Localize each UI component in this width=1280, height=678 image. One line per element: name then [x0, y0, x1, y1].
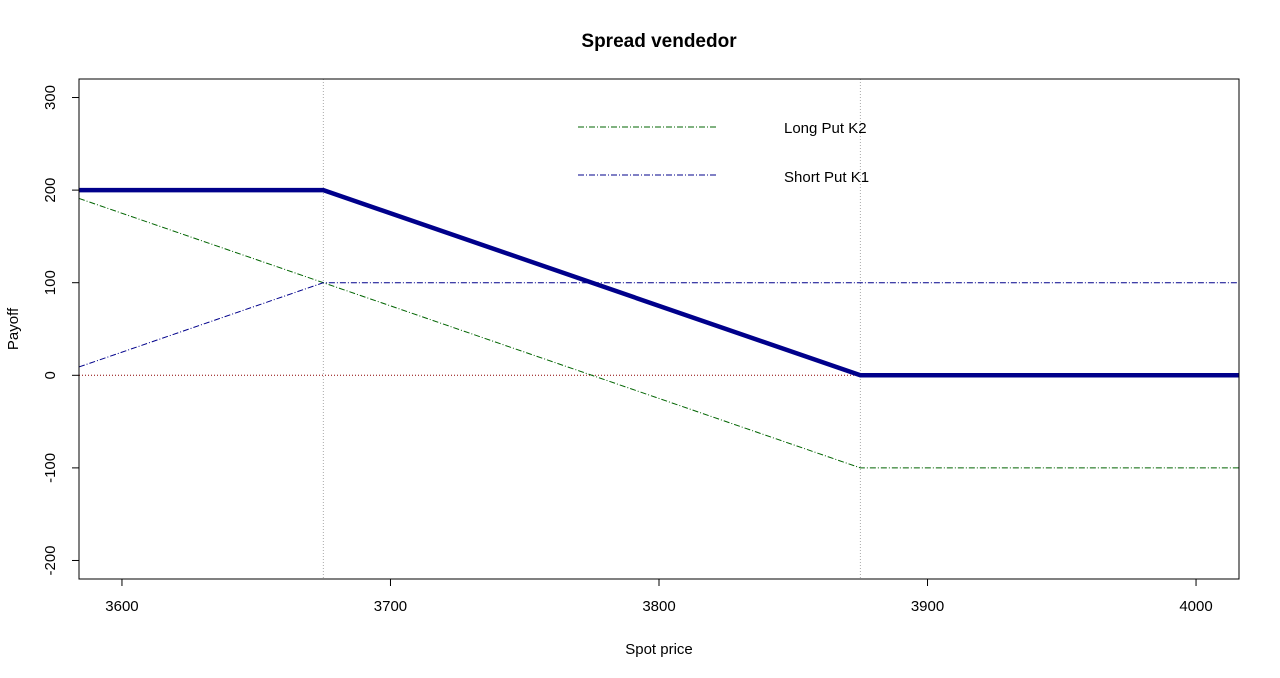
legend-label-short-put: Short Put K1: [784, 169, 869, 186]
y-axis-label: Payoff: [5, 307, 22, 350]
y-tick-label: 0: [42, 371, 59, 379]
x-tick-label: 4000: [1179, 598, 1212, 615]
y-tick-label: 200: [42, 178, 59, 203]
series-line-long-put: [78, 197, 1239, 469]
y-tick-label: -100: [42, 453, 59, 483]
y-axis: -200 -100 0 100 200 300: [42, 85, 79, 575]
plot-area: [78, 79, 1239, 579]
y-tick-label: 300: [42, 85, 59, 110]
legend: Long Put K2 Short Put K1: [578, 120, 869, 186]
x-axis-label: Spot price: [625, 641, 693, 658]
series-line-short-put: [78, 282, 1239, 368]
plot-frame: [78, 78, 1240, 580]
series-line-spread-payoff: [79, 187, 1239, 378]
x-tick-label: 3900: [911, 598, 944, 615]
x-tick-label: 3700: [374, 598, 407, 615]
chart-title: Spread vendedor: [581, 31, 737, 52]
x-tick-label: 3800: [642, 598, 675, 615]
x-tick-label: 3600: [105, 598, 138, 615]
y-tick-label: -200: [42, 545, 59, 575]
legend-label-long-put: Long Put K2: [784, 120, 867, 137]
x-axis: 3600 3700 3800 3900 4000: [105, 579, 1213, 615]
y-tick-label: 100: [42, 270, 59, 295]
